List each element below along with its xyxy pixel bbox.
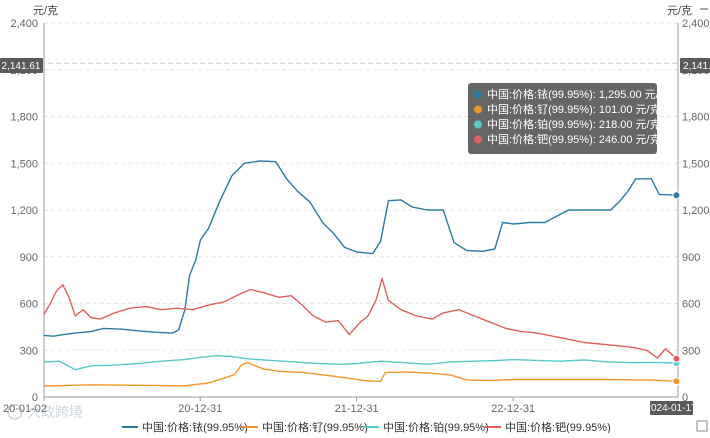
y-tick-label-left: 600 <box>20 299 38 311</box>
legend-label: 中国:价格:钌(99.95%) <box>262 420 368 433</box>
x-tick-labels: 20-01-02 20-12-31 21-12-31 22-12-31 <box>3 403 535 415</box>
x-tick-label: 21-12-31 <box>335 403 379 415</box>
y-tick-label-left: 1,200 <box>10 205 38 217</box>
y-tick-label-right: 900 <box>682 252 700 264</box>
x-tick-label: 20-01-02 <box>3 403 47 415</box>
tooltip-row: 中国:价格:铂(99.95%): 218.00 元/克 <box>487 117 661 131</box>
settings-icon[interactable] <box>696 420 708 432</box>
y-tick-label-right: 2,400 <box>682 18 710 30</box>
series-end-marker-4[interactable] <box>672 354 681 363</box>
legend-label: 中国:价格:铂(99.95%) <box>383 420 489 433</box>
crosshair-right-tag: 2,141.61 <box>680 58 710 73</box>
legend-label: 中国:价格:钯(99.95%) <box>505 420 611 433</box>
x-tick-label: 20-12-31 <box>178 403 222 415</box>
y-tick-labels: 2,4002,4002,1002,1001,8001,8001,5001,500… <box>10 18 709 404</box>
legend-item-3[interactable]: 中国:价格:铂(99.95%) <box>363 420 489 434</box>
tooltip: 中国:价格:铱(99.95%): 1,295.00 元/克中国:价格:钌(99.… <box>468 83 670 154</box>
left-unit-label: 元/克 <box>33 4 58 17</box>
y-tick-label-left: 1,500 <box>10 158 38 170</box>
series-line-3[interactable] <box>43 355 677 371</box>
legend[interactable]: 中国:价格:铱(99.95%) 中国:价格:钌(99.95%) 中国:价格:铂(99… <box>122 420 611 434</box>
y-tick-label-left: 900 <box>20 252 38 264</box>
tooltip-swatch <box>474 90 482 99</box>
y-tick-label-right: 300 <box>682 345 700 357</box>
series-line-4[interactable] <box>43 277 677 360</box>
watermark-text: 大政跨境 <box>27 404 83 420</box>
right-unit-label: 元/克 <box>667 4 692 17</box>
series-lines <box>43 160 681 387</box>
crosshair-right-value: 2,141.61 <box>683 61 710 72</box>
y-tick-label-left: 2,400 <box>10 18 38 30</box>
legend-item-2[interactable]: 中国:价格:钌(99.95%) <box>242 420 368 434</box>
crosshair-left-tag: 2,141.61 <box>0 58 43 73</box>
tooltip-row: 中国:价格:钌(99.95%): 101.00 元/克 <box>487 102 661 116</box>
y-tick-label-left: 1,800 <box>10 112 38 124</box>
series-end-marker-2[interactable] <box>672 377 681 386</box>
y-tick-label-left: 0 <box>32 392 38 404</box>
x-tick-label: 22-12-31 <box>491 403 535 415</box>
grid <box>44 22 678 351</box>
end-date-label: 2024-01-17 <box>645 403 697 414</box>
tooltip-swatch <box>474 120 482 129</box>
legend-item-1[interactable]: 中国:价格:铱(99.95%) <box>122 420 248 434</box>
axes <box>0 23 710 401</box>
tooltip-row: 中国:价格:钯(99.95%): 246.00 元/克 <box>487 132 661 146</box>
legend-label: 中国:价格:铱(99.95%) <box>142 420 248 433</box>
series-line-2[interactable] <box>43 362 677 387</box>
y-tick-label-right: 1,500 <box>682 158 710 170</box>
watermark: 大政跨境 <box>7 404 83 420</box>
tooltip-swatch <box>474 135 482 144</box>
y-tick-label-right: 600 <box>682 299 700 311</box>
series-line-1[interactable] <box>43 160 677 337</box>
y-tick-label-right: 1,200 <box>682 205 710 217</box>
tooltip-row: 中国:价格:铱(99.95%): 1,295.00 元/克 <box>487 87 670 101</box>
legend-item-4[interactable]: 中国:价格:钯(99.95%) <box>485 420 611 434</box>
y-tick-label-right: 1,800 <box>682 112 710 124</box>
crosshair-left-value: 2,141.61 <box>2 61 41 72</box>
y-tick-label-right: 0 <box>682 392 688 404</box>
tooltip-swatch <box>474 105 482 114</box>
y-tick-label-left: 300 <box>20 345 38 357</box>
series-end-marker-1[interactable] <box>672 191 681 200</box>
end-date-tag: 2024-01-17 <box>645 401 697 415</box>
